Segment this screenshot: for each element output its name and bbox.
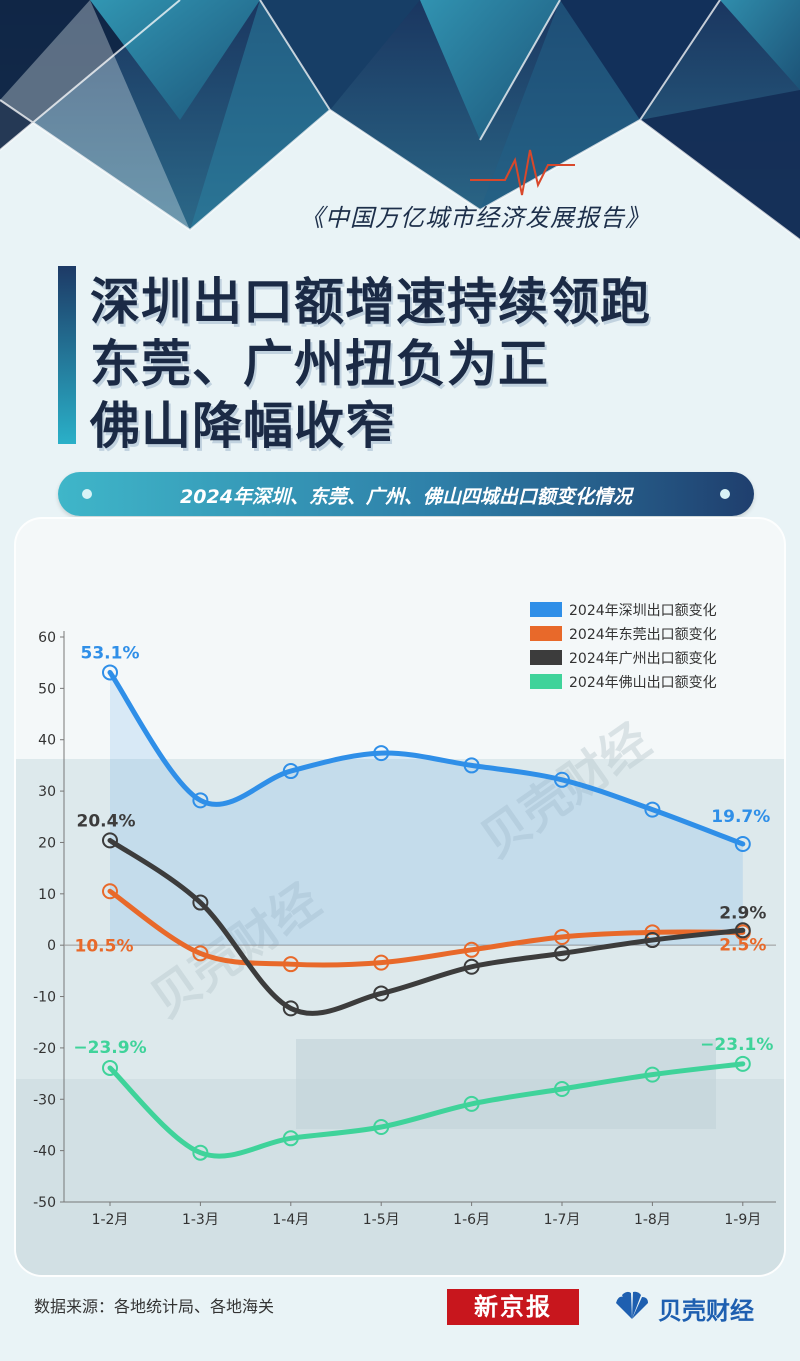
data-point <box>192 894 209 911</box>
data-point <box>102 1059 118 1076</box>
x-tick-label: 1-4月 <box>272 1212 309 1228</box>
y-tick-label: 50 <box>38 681 56 697</box>
data-label-start: 20.4% <box>77 811 136 831</box>
data-point <box>282 1130 299 1147</box>
y-tick-label: 10 <box>38 887 56 903</box>
banner-dot-left <box>82 489 92 499</box>
data-label-start: 53.1% <box>81 643 140 663</box>
legend-label: 2024年东莞出口额变化 <box>569 627 717 643</box>
data-point <box>373 954 390 971</box>
data-point <box>192 1144 209 1161</box>
y-tick-label: -40 <box>33 1144 56 1160</box>
y-tick-label: 20 <box>38 835 56 851</box>
data-point <box>554 771 570 788</box>
title-accent-bar <box>58 266 76 444</box>
data-point <box>644 932 661 949</box>
beike-caijing-logo: 贝壳财经 <box>658 1297 754 1325</box>
beike-shell-icon <box>616 1291 648 1319</box>
data-point <box>463 958 480 975</box>
headline-line-2: 东莞、广州扭负为正 <box>90 335 549 393</box>
x-tick-label: 1-2月 <box>92 1212 129 1228</box>
data-point <box>554 928 570 945</box>
data-label-end: 2.5% <box>719 935 766 955</box>
data-point <box>282 763 299 780</box>
data-source: 数据来源：各地统计局、各地海关 <box>34 1297 275 1316</box>
chart-banner: 2024年深圳、东莞、广州、佛山四城出口额变化情况 <box>58 472 754 516</box>
data-point <box>644 801 661 818</box>
data-point <box>463 757 480 774</box>
series-area-0 <box>110 672 743 946</box>
y-tick-label: 60 <box>38 630 56 646</box>
report-subtitle: 《中国万亿城市经济发展报告》 <box>300 204 650 232</box>
data-point <box>734 1055 751 1072</box>
data-point <box>282 956 299 973</box>
chart-title: 2024年深圳、东莞、广州、佛山四城出口额变化情况 <box>180 486 632 508</box>
series-line-2 <box>107 837 746 1016</box>
legend-label: 2024年深圳出口额变化 <box>569 603 717 619</box>
x-tick-label: 1-7月 <box>544 1212 581 1228</box>
legend-swatch <box>530 674 562 689</box>
y-tick-label: -20 <box>33 1041 56 1057</box>
data-point <box>373 745 390 762</box>
legend-swatch <box>530 626 562 641</box>
legend-swatch <box>530 650 562 665</box>
x-tick-label: 1-3月 <box>182 1212 219 1228</box>
chart-card: 贝壳财经 贝壳财经 60 50 40 30 20 10 0 -10 -20 -30 -40 -50 1-2月… <box>16 519 784 1275</box>
data-point <box>463 1095 480 1112</box>
data-point <box>373 1119 390 1136</box>
y-tick-label: -30 <box>33 1092 56 1108</box>
data-label-start: −23.9% <box>73 1038 146 1058</box>
legend-label: 2024年广州出口额变化 <box>569 651 717 667</box>
data-point <box>102 832 118 849</box>
series-line-0 <box>107 669 746 847</box>
line-chart: 贝壳财经贝壳财经6050403020100-10-20-30-40-501-2月… <box>16 602 784 1275</box>
y-tick-label: 0 <box>47 938 56 954</box>
data-point <box>734 922 751 939</box>
data-label-start: 10.5% <box>75 936 134 956</box>
data-point <box>463 941 480 958</box>
data-point <box>282 1000 299 1017</box>
data-point <box>554 1081 570 1097</box>
x-tick-label: 1-8月 <box>634 1212 671 1228</box>
series-line-1 <box>107 888 746 968</box>
data-point <box>644 1066 661 1083</box>
banner-dot-right <box>720 489 730 499</box>
y-tick-label: 40 <box>38 733 56 749</box>
data-point <box>102 664 118 681</box>
background-pier <box>296 1039 716 1129</box>
y-tick-label: 30 <box>38 784 56 800</box>
y-tick-label: -10 <box>33 990 56 1006</box>
data-point <box>192 945 209 962</box>
series-line-3 <box>107 1061 746 1159</box>
data-point <box>192 792 209 809</box>
data-point <box>734 835 751 852</box>
data-label-end: 19.7% <box>711 807 770 827</box>
legend-label: 2024年佛山出口额变化 <box>569 675 717 691</box>
x-tick-label: 1-6月 <box>453 1212 490 1228</box>
xinjingbao-logo: 新京报 <box>447 1289 579 1325</box>
data-point <box>554 945 570 962</box>
data-label-end: −23.1% <box>700 1035 773 1055</box>
x-tick-label: 1-9月 <box>724 1212 761 1228</box>
data-point <box>373 985 390 1002</box>
header-background <box>0 0 800 260</box>
legend-swatch <box>530 602 562 617</box>
x-tick-label: 1-5月 <box>363 1212 400 1228</box>
headline-line-3: 佛山降幅收窄 <box>90 397 396 455</box>
data-point <box>102 883 118 900</box>
data-label-end: 2.9% <box>719 903 766 923</box>
y-tick-label: -50 <box>33 1195 56 1211</box>
headline-line-1: 深圳出口额增速持续领跑 <box>90 273 651 331</box>
